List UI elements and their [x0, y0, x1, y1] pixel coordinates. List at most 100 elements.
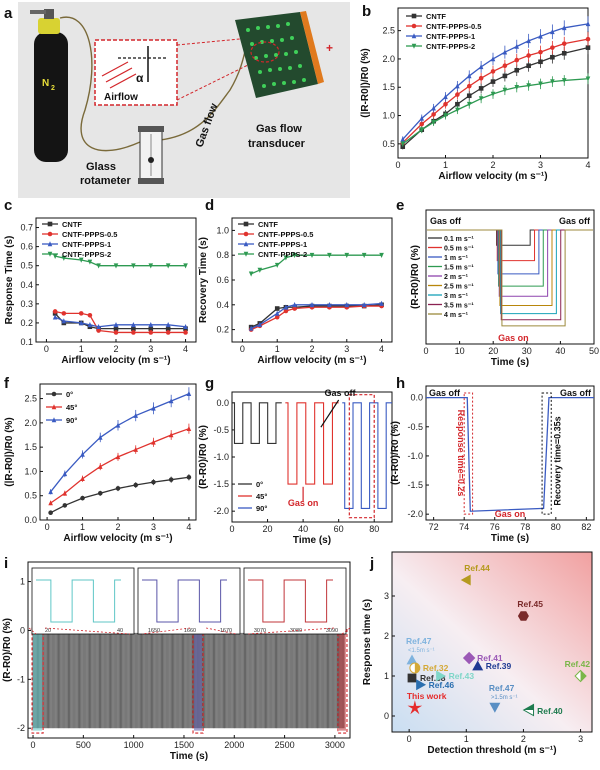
- data-point: [168, 477, 174, 482]
- scatter-point: Ref.40: [522, 703, 563, 717]
- data-point: [292, 252, 297, 258]
- inset-1: 1650 1660 1670: [137, 567, 241, 635]
- data-point: [52, 309, 58, 314]
- data-point: [514, 84, 520, 91]
- data-point: [148, 330, 154, 335]
- data-point: [419, 115, 425, 121]
- x-tick-label: 74: [459, 522, 469, 532]
- data-point: [361, 252, 367, 258]
- point-label: Ref.46: [429, 680, 455, 690]
- series-b-1: [400, 32, 591, 146]
- x-axis-label: Airflow velocity (m s⁻¹): [438, 171, 547, 182]
- series-d-1: [248, 303, 384, 332]
- data-point: [113, 330, 119, 335]
- data-point: [133, 412, 139, 418]
- chart-e: 0 10 20 30 40 50 Time (s) (R-R0)/R0 (%) 0.1 m s⁻…: [410, 209, 599, 368]
- data-point: [478, 64, 484, 70]
- point-label: This work: [407, 691, 447, 701]
- y-axis-label: (R-R0)/R0 (%): [2, 618, 13, 682]
- data-point: [379, 252, 384, 258]
- gas-label: N: [42, 78, 49, 89]
- x-tick-label: 40: [298, 524, 308, 534]
- marker-tri-half: [523, 704, 534, 710]
- data-point: [466, 93, 472, 99]
- legend-entry: 45°: [256, 492, 267, 501]
- y-tick-label: 0.4: [20, 280, 33, 290]
- legend-entry: 1.5 m s⁻¹: [444, 265, 474, 272]
- glass-rotameter: [138, 126, 164, 184]
- scatter-point: Ref.43: [436, 670, 474, 682]
- data-point: [165, 322, 171, 328]
- y-tick-label: 0.2: [20, 318, 33, 328]
- angle-alpha: α: [136, 71, 144, 85]
- x-tick-label: 0: [229, 524, 234, 534]
- data-point: [131, 330, 136, 335]
- x-tick-label: 0: [407, 734, 412, 744]
- legend-entry: CNTF-PPPS-2: [258, 250, 307, 259]
- data-point: [274, 310, 280, 316]
- y-axis-label: Response Time (s): [4, 236, 15, 325]
- data-point: [502, 49, 508, 55]
- data-point: [78, 257, 84, 263]
- x-tick-label: 0: [395, 160, 400, 170]
- inset-signal: [36, 579, 121, 623]
- data-point: [538, 49, 543, 55]
- legend-entry: CNTF-PPPS-0.5: [426, 22, 481, 31]
- highlight-region: [338, 631, 346, 731]
- y-tick-label: -1.0: [213, 452, 229, 462]
- rotameter-label-line1: Glass: [86, 161, 116, 173]
- point-label: Ref.44: [464, 563, 490, 573]
- legend-entry: 0°: [66, 390, 73, 399]
- panel-e-label: e: [396, 197, 404, 214]
- y-tick-label: 1.5: [382, 82, 395, 92]
- point-label: Ref.38: [420, 673, 446, 683]
- x-tick-label: 40: [555, 346, 565, 356]
- series-step: [427, 229, 593, 327]
- y-tick-label: 1.0: [382, 111, 395, 121]
- y-tick-label: 1.0: [216, 225, 229, 235]
- x-tick-label: 78: [520, 522, 530, 532]
- inset-tick-label: 40: [117, 628, 123, 634]
- legend-entry: 90°: [66, 416, 77, 425]
- data-point: [113, 322, 119, 328]
- y-axis-label: Recovery Time (s): [198, 237, 209, 323]
- data-point: [561, 78, 567, 84]
- data-point: [186, 390, 192, 397]
- series-c-0: [52, 311, 188, 331]
- data-point: [131, 263, 136, 269]
- data-point: [561, 50, 567, 56]
- panel-b-label: b: [362, 3, 371, 20]
- data-point: [411, 13, 417, 19]
- data-point: [51, 391, 57, 397]
- x-tick-label: 1: [443, 160, 448, 170]
- data-point: [183, 330, 188, 335]
- chart-h: 72 74 76 78 80 82 0.0 -0.5 -1.0 -1.5 -2.0 Time (s) (…: [390, 385, 595, 544]
- panel-a-label: a: [4, 5, 13, 22]
- y-axis-label: (|R-R0|)/R0 (%): [4, 417, 15, 486]
- x-tick-label: 1: [275, 344, 280, 354]
- gas-subscript: 2: [51, 85, 55, 92]
- data-point: [274, 306, 280, 311]
- gas-tube-left: [59, 16, 141, 152]
- data-point: [243, 221, 249, 227]
- x-axis-label: Time (s): [491, 533, 529, 544]
- data-point: [490, 69, 496, 74]
- legend-entry: CNTF-PPPS-0.5: [62, 230, 117, 239]
- y-tick-label: 0.6: [20, 242, 33, 252]
- y-tick-label: -2: [17, 723, 25, 733]
- data-point: [292, 302, 297, 308]
- marker-tri: [436, 670, 447, 682]
- data-point: [87, 322, 93, 328]
- inset-frame: [243, 567, 347, 635]
- data-point: [585, 36, 591, 42]
- panel-f-label: f: [4, 375, 10, 392]
- data-point: [151, 439, 156, 445]
- point-label: Ref.40: [537, 706, 563, 716]
- series-line: [54, 310, 186, 334]
- data-point: [78, 320, 84, 326]
- plot-frame-e: [425, 209, 595, 345]
- data-point: [78, 311, 84, 316]
- legend-entry: 0°: [256, 480, 263, 489]
- series-d-2: [248, 300, 384, 331]
- data-point: [550, 79, 555, 85]
